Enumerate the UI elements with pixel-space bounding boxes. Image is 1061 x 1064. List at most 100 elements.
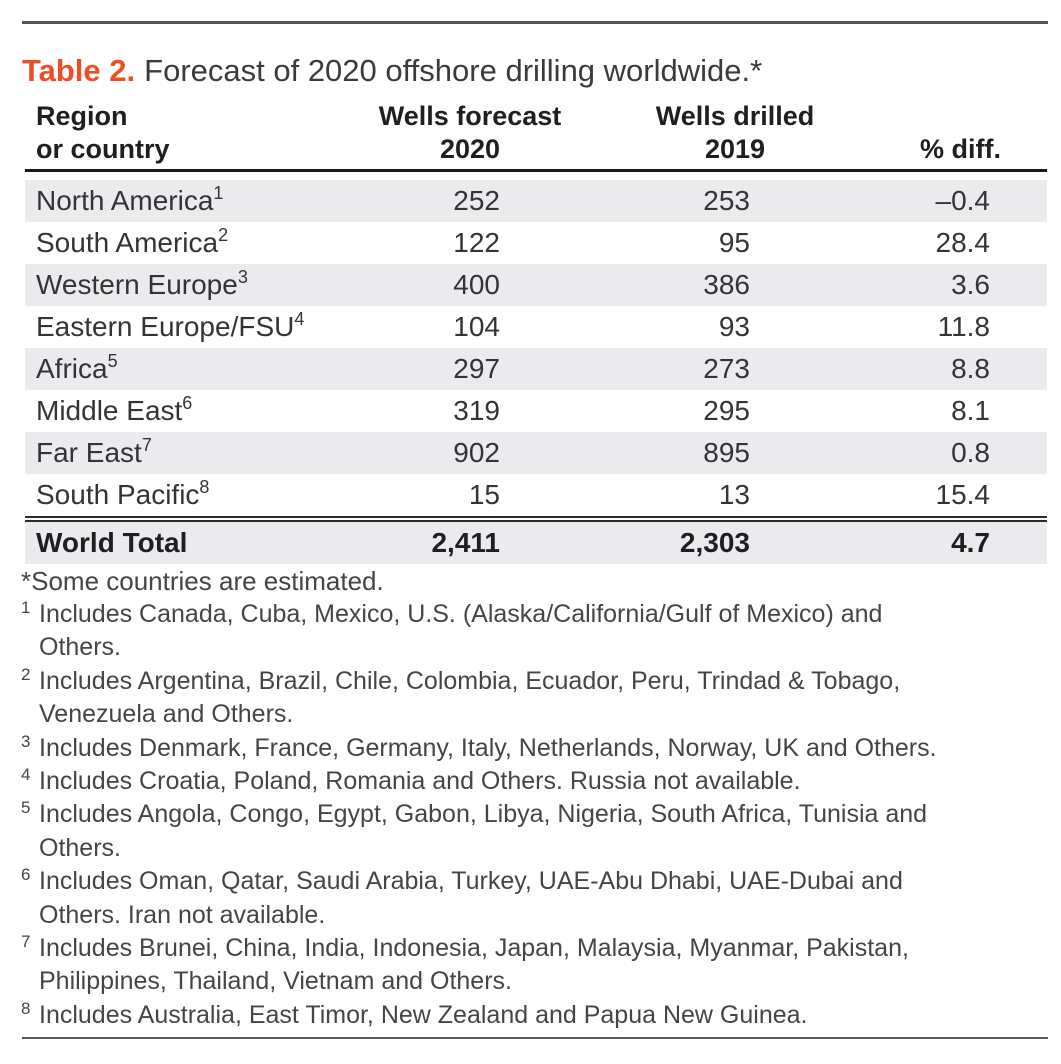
footnote-text: Venezuela and Others.: [39, 700, 294, 729]
region-cell: Far East7: [25, 432, 335, 474]
region-name: Eastern Europe/FSU: [36, 311, 295, 342]
footnote-text: Includes Brunei, China, India, Indonesia…: [39, 933, 909, 962]
footnote-text: Includes Canada, Cuba, Mexico, U.S. (Ala…: [39, 600, 883, 628]
footnote-item-2: 2 Includes Argentina, Brazil, Chile, Colo…: [21, 664, 901, 729]
wells-forecast-value: 252: [453, 185, 500, 216]
wells-forecast-value: 319: [453, 395, 500, 426]
region-cell: South Pacific8: [25, 474, 335, 516]
footnote-ref-icon: 4: [294, 309, 305, 329]
wells-forecast-value: 104: [453, 311, 500, 342]
footnote-item-7: 7 Includes Brunei, China, India, Indonesi…: [21, 931, 909, 996]
region-cell: Middle East6: [25, 390, 335, 432]
region-cell: South America2: [25, 222, 335, 264]
column-header-wells-forecast: Wells forecast 2020: [335, 100, 605, 166]
pct-diff-value: 15.4: [935, 479, 991, 510]
footnote-text: Includes Angola, Congo, Egypt, Gabon, Li…: [39, 800, 928, 829]
top-rule: [22, 21, 1048, 24]
total-label: World Total: [36, 527, 188, 558]
footnote-ref-icon: 6: [182, 393, 193, 413]
table-row-south-america: South America2 122 95 28.4: [25, 222, 1047, 264]
wells-forecast-value: 297: [453, 353, 500, 384]
wells-drilled-value: 93: [718, 311, 750, 342]
footnote-text: Philippines, Thailand, Vietnam and Other…: [39, 967, 512, 996]
total-pct-diff-value: 4.7: [951, 527, 990, 558]
region-name: Africa: [36, 353, 108, 384]
footnote-item-6: 6 Includes Oman, Qatar, Saudi Arabia, Tur…: [21, 865, 903, 929]
column-header-region-line2: or country: [36, 134, 170, 164]
pct-diff-value: 28.4: [935, 227, 991, 258]
table-row-far-east: Far East7 902 895 0.8: [25, 432, 1047, 474]
footnote-text: Others.: [39, 633, 121, 662]
estimate-note: *Some countries are estimated.: [21, 566, 384, 596]
table-row-south-pacific: South Pacific8 15 13 15.4: [25, 474, 1047, 516]
footnote-item-5: 5 Includes Angola, Congo, Egypt, Gabon, L…: [21, 798, 928, 862]
footnote-ref-icon: 1: [213, 183, 224, 203]
table-caption: Forecast of 2020 offshore drilling world…: [144, 53, 763, 88]
footnote-text: Includes Oman, Qatar, Saudi Arabia, Turk…: [39, 867, 903, 896]
column-header-wells-drilled: Wells drilled 2019: [605, 100, 865, 166]
pct-diff-value: 0.8: [951, 437, 990, 468]
column-header-forecast-line1: Wells forecast: [378, 101, 562, 131]
footnote-ref-icon: 7: [141, 435, 152, 455]
wells-drilled-value: 273: [703, 353, 750, 384]
wells-drilled-value: 386: [703, 269, 750, 300]
column-header-drilled-line1: Wells drilled: [655, 101, 815, 131]
column-header-drilled-year: 2019: [704, 134, 766, 164]
footnote-item-1: 1 Includes Canada, Cuba, Mexico, U.S. (Al…: [21, 598, 883, 662]
column-header-forecast-year: 2020: [439, 134, 501, 164]
table-row-africa: Africa5 297 273 8.8: [25, 348, 1047, 390]
footnotes-list: 1 Includes Canada, Cuba, Mexico, U.S. (Al…: [21, 598, 1051, 1032]
pct-diff-value: 3.6: [951, 269, 990, 300]
region-name: North America: [36, 185, 214, 216]
column-header-region-line1: Region: [36, 101, 128, 131]
pct-diff-value: 11.8: [937, 311, 990, 342]
region-name: South America: [36, 227, 219, 258]
footnote-item-8: 8 Includes Australia, East Timor, New Zea…: [21, 998, 808, 1029]
table-row-middle-east: Middle East6 319 295 8.1: [25, 390, 1047, 432]
region-cell: Western Europe3: [25, 264, 335, 306]
footnote-ref-icon: 3: [237, 267, 248, 287]
wells-forecast-value: 15: [468, 479, 500, 510]
footnote-text: Others.: [39, 833, 121, 862]
table-row-eastern-europe-fsu: Eastern Europe/FSU4 104 93 11.8: [25, 306, 1047, 348]
footnote-text: Includes Denmark, France, Germany, Italy…: [39, 733, 937, 762]
wells-forecast-value: 122: [453, 227, 500, 258]
wells-drilled-value: 95: [718, 227, 750, 258]
table-row-western-europe: Western Europe3 400 386 3.6: [25, 264, 1047, 306]
footnote-text: Includes Argentina, Brazil, Chile, Colom…: [39, 666, 901, 695]
footnote-text: Others. Iran not available.: [39, 900, 326, 929]
wells-drilled-value: 253: [703, 185, 750, 216]
column-header-region: Region or country: [25, 100, 335, 166]
table-header-row: Region or country Wells forecast 2020 We…: [25, 100, 1047, 166]
region-name: Far East: [36, 437, 142, 468]
wells-drilled-value: 895: [703, 437, 750, 468]
pct-diff-value: 8.1: [951, 395, 990, 426]
wells-drilled-value: 13: [718, 479, 750, 510]
total-row-divider: [25, 516, 1047, 522]
table-title: Table 2. Forecast of 2020 offshore drilli…: [22, 54, 762, 88]
footnote-ref-icon: 5: [107, 351, 118, 371]
region-name: Middle East: [36, 395, 183, 426]
wells-drilled-value: 295: [703, 395, 750, 426]
region-cell: Eastern Europe/FSU4: [25, 306, 335, 348]
footnote-item-3: 3 Includes Denmark, France, Germany, Ital…: [21, 731, 937, 762]
region-cell: North America1: [25, 180, 335, 222]
table-number-label: Table 2.: [22, 53, 136, 88]
table-row-north-america: North America1 252 253 –0.4: [25, 180, 1047, 222]
footnote-text: Includes Australia, East Timor, New Zeal…: [39, 1000, 808, 1029]
bottom-rule: [22, 1037, 1048, 1039]
wells-forecast-value: 400: [453, 269, 500, 300]
footnote-ref-icon: 2: [218, 225, 229, 245]
pct-diff-value: 8.8: [951, 353, 990, 384]
footnote-text: Includes Croatia, Poland, Romania and Ot…: [39, 766, 801, 795]
header-rule: [25, 169, 1047, 172]
total-wells-forecast-value: 2,411: [431, 527, 500, 558]
pct-diff-value: –0.4: [935, 185, 991, 216]
total-wells-drilled-value: 2,303: [679, 527, 750, 558]
wells-forecast-value: 902: [453, 437, 500, 468]
footnote-ref-icon: 8: [199, 477, 210, 497]
table-row-world-total: World Total 2,411 2,303 4.7: [25, 522, 1047, 564]
region-name: Western Europe: [36, 269, 238, 300]
column-header-pct-diff: % diff.: [920, 134, 1001, 164]
